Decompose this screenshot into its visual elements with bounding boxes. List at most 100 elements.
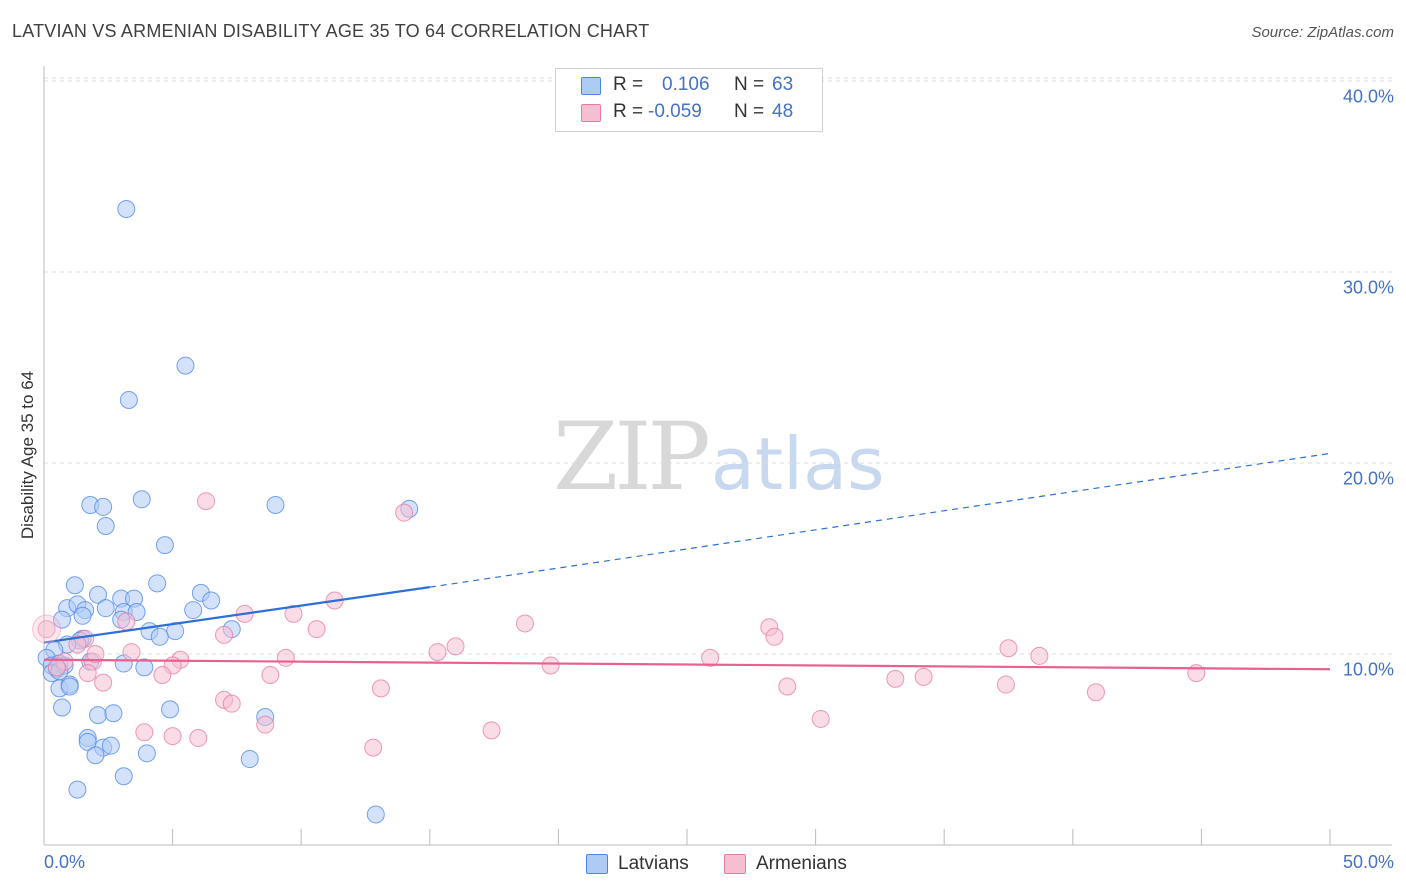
x-tick-label-min: 0.0% [44,852,86,872]
latvians-point [202,591,221,610]
latvians-point [117,199,136,218]
watermark-atlas: atlas [710,422,885,506]
latvians-point [132,490,151,509]
latvians-n-value: 63 [772,74,794,95]
latvians-point [73,606,92,625]
source-label: Source: ZipAtlas.com [1251,24,1394,41]
armenians-point [482,721,501,740]
armenians-point [811,709,830,728]
y-tick-label-30: 30.0% [1342,277,1394,298]
armenians-point [163,727,182,746]
legend-label-armenians: Armenians [756,853,847,874]
y-tick-label-20: 20.0% [1342,468,1394,489]
armenians-point [117,612,136,631]
armenians-point [778,677,797,696]
y-tick-label-10: 10.0% [1342,659,1394,680]
armenians-point [189,729,208,748]
latvians-point [96,599,115,618]
armenians-point [197,492,216,511]
armenians-point [307,620,326,639]
latvians-swatch [581,77,601,95]
armenians-point [765,627,784,646]
armenians-point [222,694,241,713]
armenians-point [446,637,465,656]
latvians-point [266,496,285,515]
latvians-point [119,390,138,409]
armenians-point [541,656,560,675]
x-tick-label-max: 50.0% [1342,852,1394,872]
latvians-point [68,780,87,799]
armenians-point [999,639,1018,658]
armenians-r-value: -0.059 [648,101,702,122]
armenians-point [215,625,234,644]
legend-label-latvians: Latvians [618,853,689,874]
latvians-point [184,601,203,620]
armenians-cluster-point [32,614,62,644]
armenians-point [68,635,87,654]
armenians-point [94,673,113,692]
latvians-n-label: N = [734,74,765,95]
armenians-point [914,667,933,686]
latvians-point [135,658,154,677]
stats-box: R = 0.106 N = 63 R = -0.059 N = 48 [555,68,823,132]
armenians-point [122,643,141,662]
latvians-point [161,700,180,719]
armenians-point [515,614,534,633]
armenians-point [276,648,295,667]
latvians-point [240,750,259,769]
armenians-r-label: R = [613,101,644,122]
y-axis-label: Disability Age 35 to 64 [18,370,37,540]
watermark: ZIPatlas [553,410,885,505]
latvians-trend-line [43,586,430,644]
armenians-point [1086,683,1105,702]
latvians-point [176,356,195,375]
latvians-point [94,497,113,516]
latvians-point [96,517,115,536]
latvians-point [86,746,105,765]
armenians-point [284,604,303,623]
latvians-point [137,744,156,763]
legend-swatch-latvians [586,854,608,874]
armenians-point [86,645,105,663]
latvians-point [89,585,108,604]
armenians-swatch [581,104,601,122]
chart-title: LATVIAN VS ARMENIAN DISABILITY AGE 35 TO… [12,21,650,41]
latvians-point [150,627,169,646]
latvians-point [114,767,133,786]
armenians-trend-line [43,658,1331,671]
armenians-point [364,738,383,757]
latvians-trend-extension [429,452,1331,588]
latvians-point [148,574,167,593]
armenians-point [261,666,280,685]
armenians-point [701,648,720,667]
latvians-point [53,610,72,629]
armenians-point [996,675,1015,694]
armenians-point [371,679,390,698]
y-tick-label-40: 40.0% [1342,86,1394,107]
latvians-r-value: 0.106 [662,74,710,95]
armenians-n-value: 48 [772,101,794,122]
latvians-r-label: R = [613,74,644,95]
armenians-point [428,643,447,662]
latvians-point [89,706,108,725]
latvians-point [65,576,84,595]
armenians-point [37,620,56,639]
latvians-point [104,704,123,723]
latvians-point [155,536,174,555]
latvians-point [101,736,120,755]
armenians-point [1030,646,1049,665]
legend-swatch-armenians [724,854,746,874]
armenians-point [256,715,275,734]
armenians-point [886,669,905,688]
armenians-n-label: N = [734,101,765,122]
latvians-point [366,805,385,824]
armenians-point [78,664,97,683]
armenians-point [135,723,154,742]
watermark-zip: ZIP [553,403,711,512]
latvians-point [53,698,72,717]
armenians-point [395,503,414,522]
stats-row-armenians: R = -0.059 N = 48 [556,101,822,127]
armenians-point [153,666,172,685]
stats-row-latvians: R = 0.106 N = 63 [556,74,822,100]
